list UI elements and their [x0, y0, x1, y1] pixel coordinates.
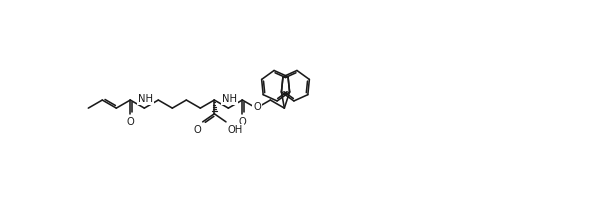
Text: O: O: [238, 117, 246, 127]
Text: NH: NH: [221, 94, 237, 104]
Text: OH: OH: [227, 125, 243, 135]
Text: O: O: [193, 125, 201, 135]
Text: O: O: [254, 102, 261, 112]
Text: NH: NH: [137, 94, 153, 104]
Text: O: O: [126, 117, 134, 127]
